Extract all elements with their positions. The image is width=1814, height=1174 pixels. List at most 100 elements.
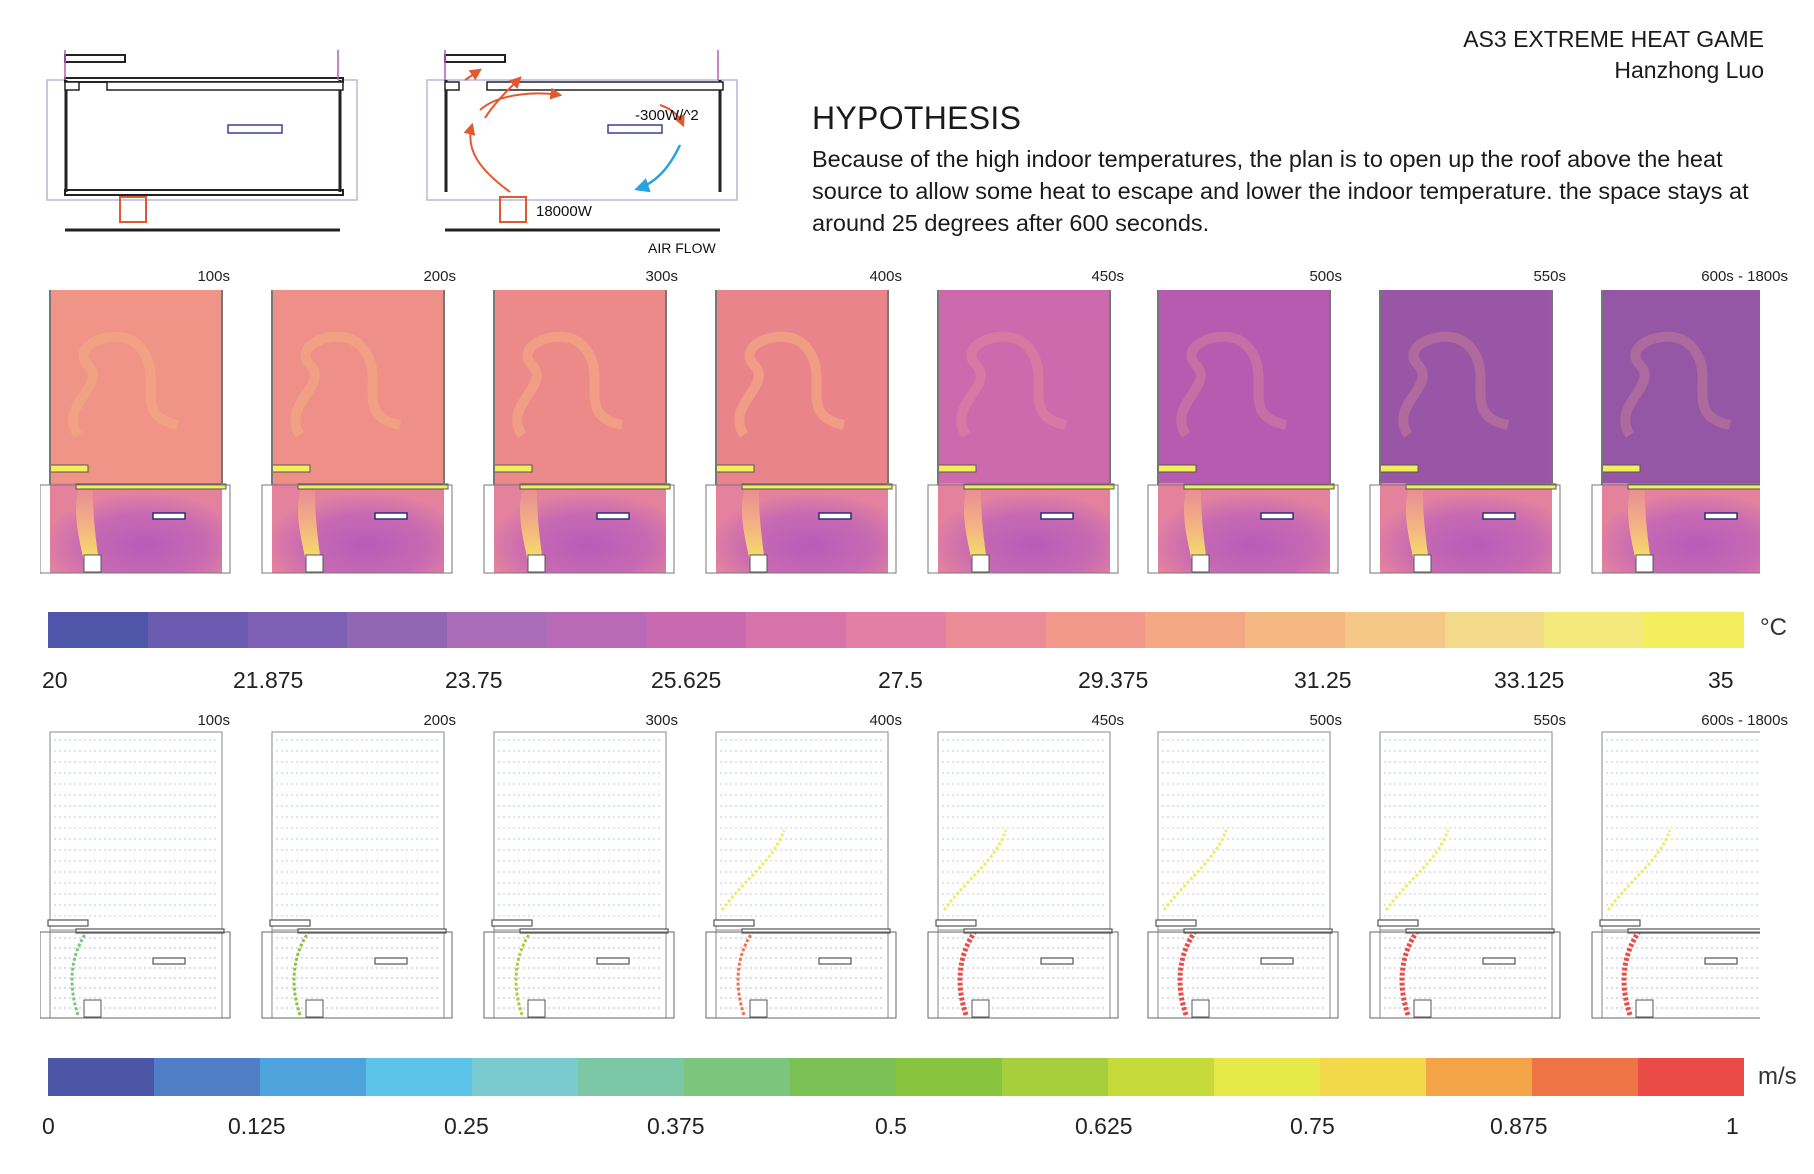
time-label: 100s: [197, 268, 230, 285]
time-label: 500s: [1309, 712, 1342, 729]
time-label: 200s: [423, 268, 456, 285]
temperature-tick: 31.25: [1294, 667, 1352, 693]
velocity-panels: [40, 731, 1760, 1019]
time-label: 300s: [645, 712, 678, 729]
temperature-panel: [1369, 290, 1561, 574]
temperature-color-step: [1544, 612, 1645, 648]
cooling-label: -300W/^2: [635, 107, 699, 124]
author-name: Hanzhong Luo: [1614, 57, 1764, 83]
temperature-color-step: [646, 612, 747, 648]
temperature-color-step: [1444, 612, 1545, 648]
temperature-color-step: [1245, 612, 1345, 648]
time-label: 550s: [1533, 712, 1566, 729]
temperature-color-step: [147, 612, 248, 648]
temperature-color-step: [48, 612, 148, 648]
heat-label: 18000W: [536, 203, 593, 220]
temperature-color-step: [746, 612, 847, 648]
temperature-color-step: [1045, 612, 1146, 648]
temperature-panel: [1591, 290, 1760, 574]
velocity-color-step: [1532, 1058, 1638, 1096]
time-label: 450s: [1091, 268, 1124, 285]
section-open-roof: -300W/^2 18000W AIR FLOW: [426, 50, 738, 256]
project-title: AS3 EXTREME HEAT GAME: [1463, 26, 1764, 52]
velocity-color-step: [896, 1058, 1002, 1096]
temperature-panel: [705, 290, 897, 574]
velocity-color-step: [366, 1058, 472, 1096]
velocity-color-step: [1002, 1058, 1108, 1096]
hypothesis-body: Because of the high indoor temperatures,…: [812, 146, 1749, 236]
temperature-tick: 29.375: [1078, 667, 1149, 693]
velocity-color-step: [790, 1058, 896, 1096]
title-block: AS3 EXTREME HEAT GAME Hanzhong Luo: [1463, 24, 1764, 86]
velocity-tick: 0.625: [1075, 1113, 1133, 1139]
time-label: 550s: [1533, 268, 1566, 285]
temperature-colorbar: [48, 612, 1745, 648]
velocity-tick: 0.25: [444, 1113, 489, 1139]
velocity-panel: [261, 731, 453, 1019]
temperature-tick: 25.625: [651, 667, 722, 693]
temperature-color-step: [1644, 612, 1745, 648]
velocity-panel: [40, 731, 231, 1019]
temperature-color-step: [447, 612, 547, 648]
temperature-color-step: [347, 612, 448, 648]
temperature-color-step: [546, 612, 647, 648]
time-label: 450s: [1091, 712, 1124, 729]
velocity-panel: [1147, 731, 1339, 1019]
temperature-unit: °C: [1760, 614, 1787, 641]
velocity-panel: [927, 731, 1119, 1019]
velocity-panel: [483, 731, 675, 1019]
time-label: 400s: [869, 712, 902, 729]
velocity-tick: 0.875: [1490, 1113, 1548, 1139]
time-label: 100s: [197, 712, 230, 729]
velocity-color-step: [578, 1058, 684, 1096]
velocity-unit: m/s: [1758, 1063, 1797, 1090]
diagram-caption: AIR FLOW: [648, 240, 716, 256]
velocity-color-step: [154, 1058, 260, 1096]
temperature-color-step: [945, 612, 1046, 648]
velocity-tick: 0.5: [875, 1113, 907, 1139]
temperature-panels: [40, 290, 1760, 574]
temperature-panel: [261, 290, 453, 574]
temperature-panel: [1147, 290, 1339, 574]
velocity-color-step: [1108, 1058, 1214, 1096]
time-label: 500s: [1309, 268, 1342, 285]
hypothesis-heading: HYPOTHESIS: [812, 100, 1022, 136]
velocity-color-step: [48, 1058, 154, 1096]
section-diagrams: -300W/^2 18000W AIR FLOW: [46, 50, 738, 256]
temperature-tick: 35: [1708, 667, 1734, 693]
time-label: 300s: [645, 268, 678, 285]
temperature-color-step: [846, 612, 946, 648]
velocity-tick: 0.375: [647, 1113, 705, 1139]
temperature-tick: 33.125: [1494, 667, 1565, 693]
temperature-panel: [927, 290, 1119, 574]
velocity-tick: 0.125: [228, 1113, 286, 1139]
section-closed-roof: [46, 50, 358, 232]
velocity-panel: [705, 731, 897, 1019]
velocity-panel: [1369, 731, 1561, 1019]
cooling-panel-icon: [227, 124, 283, 134]
temperature-panel: [483, 290, 675, 574]
temperature-tick: 27.5: [878, 667, 923, 693]
velocity-color-step: [1320, 1058, 1426, 1096]
velocity-color-step: [260, 1058, 366, 1096]
temperature-panel: [40, 290, 231, 574]
time-label: 400s: [869, 268, 902, 285]
velocity-tick: 0: [42, 1113, 55, 1139]
time-label: 600s - 1800s: [1701, 268, 1788, 285]
airflow-arrow-icon: [463, 122, 511, 193]
time-label: 200s: [423, 712, 456, 729]
temperature-tick: 23.75: [445, 667, 503, 693]
velocity-color-step: [472, 1058, 578, 1096]
velocity-color-step: [1426, 1058, 1532, 1096]
velocity-tick: 1: [1726, 1113, 1739, 1139]
time-label: 600s - 1800s: [1701, 712, 1788, 729]
velocity-color-step: [684, 1058, 790, 1096]
velocity-colorbar: [48, 1058, 1744, 1096]
velocity-panel: [1591, 731, 1760, 1019]
temperature-color-step: [1145, 612, 1246, 648]
temperature-tick: 21.875: [233, 667, 304, 693]
velocity-color-step: [1214, 1058, 1320, 1096]
temperature-color-step: [1344, 612, 1445, 648]
temperature-color-step: [247, 612, 348, 648]
heat-source-icon: [119, 196, 147, 223]
